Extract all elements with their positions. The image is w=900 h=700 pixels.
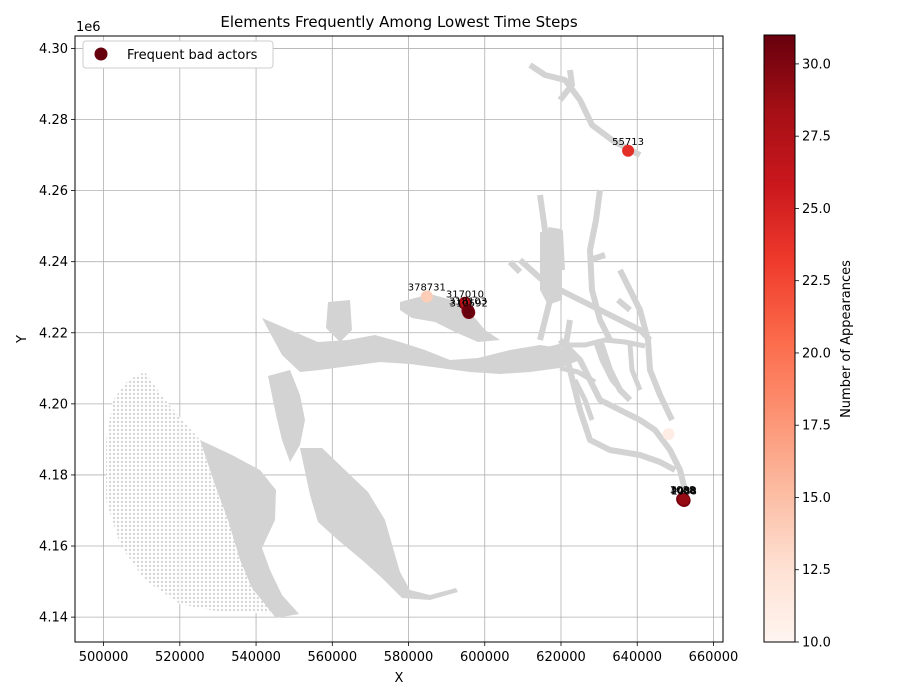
data-point bbox=[462, 306, 476, 320]
data-point bbox=[420, 290, 433, 303]
chart-title: Elements Frequently Among Lowest Time St… bbox=[220, 13, 577, 31]
delta-lower-mesh bbox=[518, 337, 646, 421]
point-label: 1008 bbox=[670, 486, 695, 497]
grid-lines bbox=[75, 36, 723, 642]
x-tick-label: 600000 bbox=[460, 650, 510, 665]
colorbar-tick-label: 25.0 bbox=[802, 202, 831, 217]
point-label: 378731 bbox=[408, 283, 446, 294]
data-point bbox=[622, 144, 635, 157]
y-axis-ticks: 4.14 4.16 4.18 4.20 4.22 4.24 4.26 4.28 4.30 bbox=[39, 42, 75, 626]
point-label: 318103 bbox=[449, 297, 487, 308]
point-label: 4088 bbox=[671, 485, 696, 496]
y-offset-label: 1e6 bbox=[76, 20, 101, 35]
x-tick-label: 520000 bbox=[155, 650, 205, 665]
colorbar-tick-label: 10.0 bbox=[802, 636, 831, 651]
y-tick-label: 4.30 bbox=[39, 42, 68, 57]
colorbar: 10.0 12.5 15.0 17.5 20.0 22.5 25.0 27.5 30.0 Num… bbox=[763, 34, 854, 651]
colorbar-tick-label: 12.5 bbox=[802, 563, 831, 578]
legend-box bbox=[82, 40, 274, 69]
legend: Frequent bad actors bbox=[82, 40, 274, 69]
y-tick-label: 4.24 bbox=[39, 255, 68, 270]
x-tick-label: 500000 bbox=[79, 650, 129, 665]
suisun-marsh-mesh bbox=[400, 294, 500, 342]
central-bay-mesh bbox=[268, 370, 305, 462]
legend-marker bbox=[94, 47, 108, 61]
bay-mesh-body bbox=[200, 440, 299, 618]
x-tick-label: 560000 bbox=[307, 650, 357, 665]
background-mesh bbox=[106, 62, 688, 618]
colorbar-label: Number of Appearances bbox=[839, 260, 854, 418]
x-tick-label: 620000 bbox=[536, 650, 586, 665]
point-label: 55713 bbox=[612, 137, 644, 148]
y-axis-label: Y bbox=[15, 335, 30, 344]
point-label: 310592 bbox=[450, 299, 488, 310]
point-label: 3088 bbox=[670, 485, 695, 496]
colorbar-ticks: 10.0 12.5 15.0 17.5 20.0 22.5 25.0 27.5 30.0 bbox=[795, 57, 831, 651]
colorbar-tick-label: 22.5 bbox=[802, 274, 831, 289]
plot-frame bbox=[74, 35, 724, 643]
south-bay-mesh bbox=[300, 448, 458, 600]
north-sacramento-mesh bbox=[540, 232, 562, 305]
point-label: 317010 bbox=[446, 289, 484, 300]
colorbar-tick-label: 30.0 bbox=[802, 57, 831, 72]
y-tick-label: 4.18 bbox=[39, 468, 68, 483]
y-tick-label: 4.20 bbox=[39, 397, 68, 412]
x-tick-label: 580000 bbox=[384, 650, 434, 665]
x-tick-label: 540000 bbox=[231, 650, 281, 665]
colorbar-tick-label: 17.5 bbox=[802, 419, 831, 434]
colorbar-tick-label: 15.0 bbox=[802, 491, 831, 506]
legend-entry: Frequent bad actors bbox=[127, 48, 258, 63]
scatter-points bbox=[420, 144, 691, 508]
point-label: 2088 bbox=[671, 487, 696, 498]
y-tick-label: 4.26 bbox=[39, 184, 68, 199]
y-tick-label: 4.14 bbox=[39, 611, 68, 626]
x-tick-label: 660000 bbox=[689, 650, 739, 665]
suisun-north-mesh bbox=[326, 300, 352, 342]
san-pablo-bay-mesh bbox=[262, 318, 580, 374]
x-tick-label: 640000 bbox=[612, 650, 662, 665]
x-axis-ticks: 500000 520000 540000 560000 580000 600000 6200… bbox=[79, 642, 739, 665]
x-axis-label: X bbox=[395, 671, 404, 686]
y-tick-label: 4.22 bbox=[39, 326, 68, 341]
colorbar-tick-label: 20.0 bbox=[802, 346, 831, 361]
colorbar-tick-label: 27.5 bbox=[802, 130, 831, 145]
data-point bbox=[677, 492, 691, 506]
y-tick-label: 4.16 bbox=[39, 540, 68, 555]
colorbar-gradient bbox=[763, 34, 796, 643]
data-point bbox=[662, 428, 675, 441]
y-tick-label: 4.28 bbox=[39, 113, 68, 128]
offshore-mesh-fan bbox=[106, 372, 299, 614]
